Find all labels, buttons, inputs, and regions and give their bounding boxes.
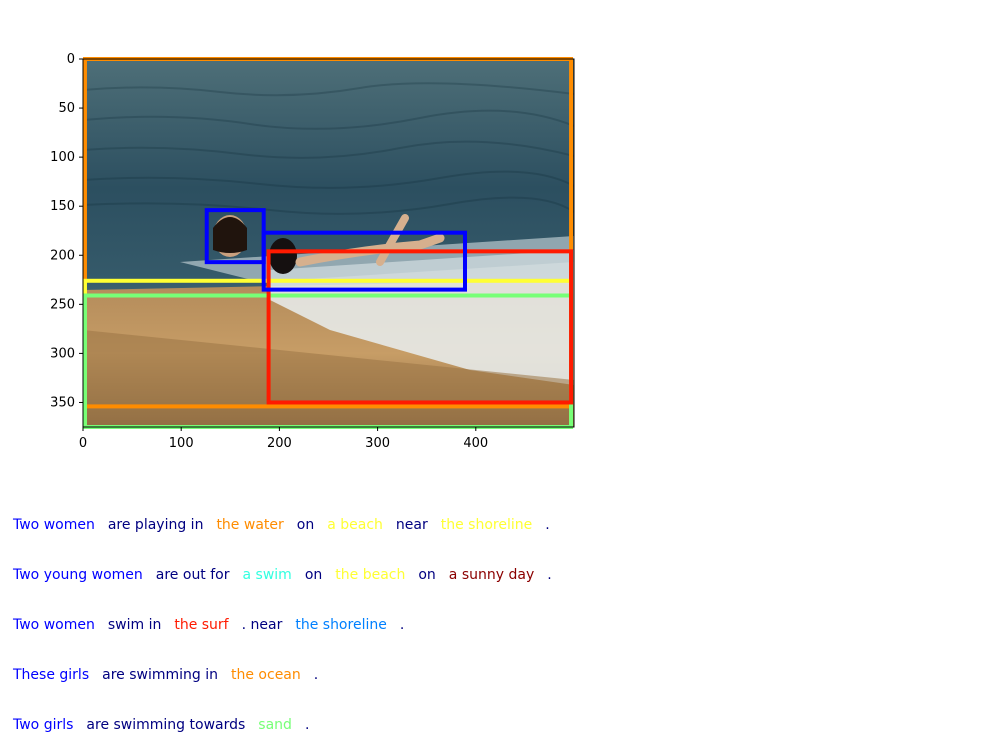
caption-phrase: the surf [174,617,229,633]
y-tick-label: 0 [67,52,75,67]
caption-line: Two young women are out for a swim on the be… [13,567,552,583]
caption-line: These girls are swimming in the ocean. [13,667,318,683]
caption-phrase: are playing in [107,517,204,533]
y-tick-label: 250 [50,297,75,312]
caption-phrase: on [296,517,315,533]
caption-line: Two women swim in the surf . near the shorel… [13,617,404,633]
caption-phrase: the shoreline [440,517,533,533]
caption-line: Two women are playing in the water on a beac… [13,517,550,533]
x-tick-label: 300 [365,436,390,451]
caption-phrase: . [547,567,552,583]
y-axis: 0 50 100 150 200 250 300 350 [50,52,83,410]
caption-phrase: are swimming in [102,667,218,683]
caption-phrase: Two girls [13,717,74,733]
caption-phrase: Two women [13,617,95,633]
caption-phrase: a beach [327,517,383,533]
caption-phrase: . [313,667,319,683]
caption-phrase: the shoreline [295,617,387,633]
y-tick-label: 200 [50,248,75,263]
caption-phrase: are swimming towards [86,717,246,733]
caption-list: Two women are playing in the water on a beac… [13,0,993,733]
caption-phrase: the ocean [231,667,301,683]
caption-phrase: the water [216,517,284,533]
y-tick-label: 50 [58,101,75,116]
caption-phrase: . [399,617,405,633]
caption-phrase: . [304,717,310,733]
caption-phrase: . near [241,617,283,633]
caption-phrase: on [418,567,436,583]
plot-frame [82,58,575,428]
y-tick-label: 300 [50,346,75,361]
caption-phrase: the beach [335,567,406,583]
x-tick-label: 0 [79,436,87,451]
x-tick-label: 100 [169,436,194,451]
beach-photo [83,59,574,427]
y-tick-label: 150 [50,199,75,214]
y-tick-label: 350 [50,395,75,410]
caption-phrase: near [395,517,428,533]
y-tick-label: 100 [50,150,75,165]
caption-phrase: swim in [107,617,162,633]
x-tick-label: 200 [267,436,292,451]
caption-line: Two girls are swimming towards sand. [13,717,309,733]
bounding-box [261,230,467,292]
x-axis: 0 100 200 300 400 [79,427,488,451]
caption-phrase: Two young women [13,567,143,583]
bounding-box [266,249,574,405]
caption-phrase: . [545,517,550,533]
caption-phrase: sand [258,717,292,733]
x-tick-label: 400 [463,436,488,451]
caption-phrase: on [304,567,323,583]
caption-phrase: are out for [155,567,230,583]
caption-phrase: Two women [13,517,95,533]
caption-phrase: a swim [242,567,292,583]
annotated-image-figure: 0 50 100 150 200 250 300 350 0 100 200 300 400 [50,52,575,451]
caption-phrase: a sunny day [448,567,535,583]
caption-phrase: These girls [13,667,90,683]
